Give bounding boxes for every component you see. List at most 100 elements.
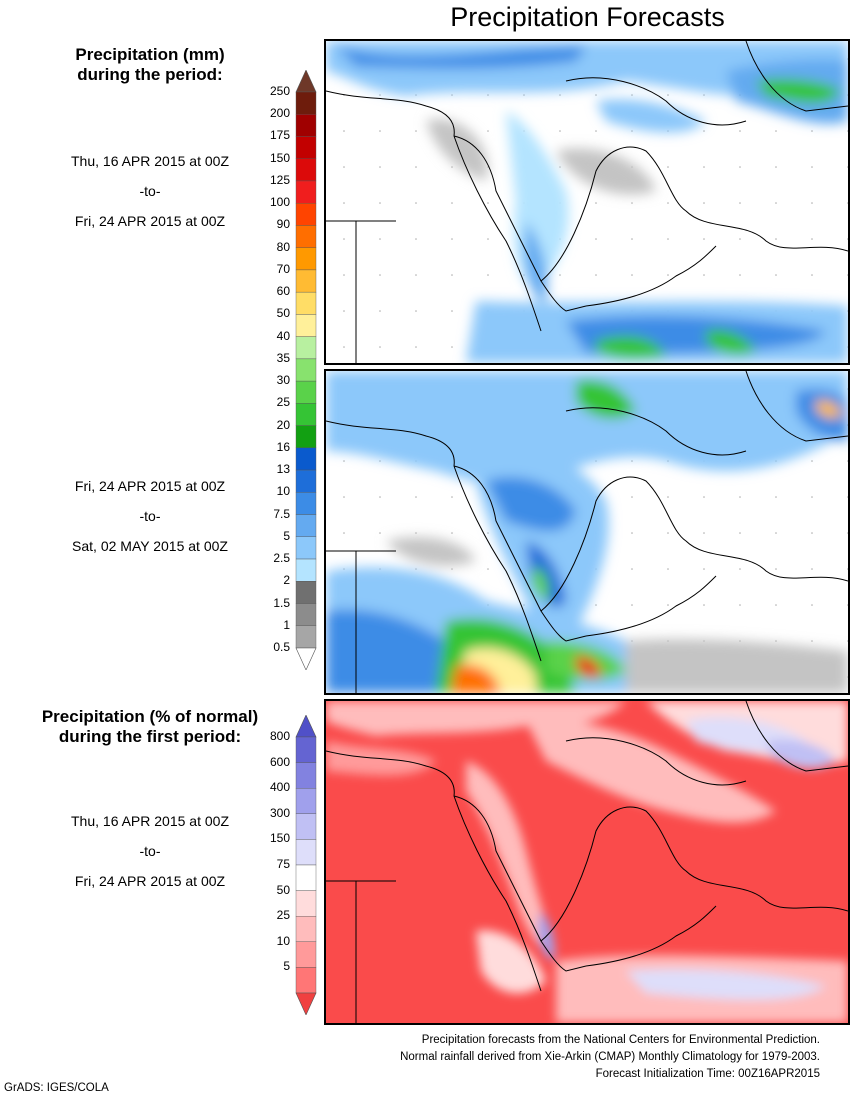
mm-tick-label: 7.5 (273, 506, 290, 521)
pct-tick-label: 400 (269, 780, 290, 795)
mm-tick-label: 250 (269, 84, 290, 98)
mm-swatch (295, 91, 317, 115)
precip-field-1 (326, 41, 848, 363)
mm-tick-label: 5 (283, 528, 290, 543)
pct-tick-label: 75 (276, 857, 290, 871)
mm-legend-title-line2: during the period: (77, 65, 223, 84)
mm-tick-label: 80 (276, 239, 290, 254)
mm-swatch (295, 247, 317, 271)
coastlines-3 (326, 701, 848, 1023)
period-2-label: Fri, 24 APR 2015 at 00Z -to- Sat, 02 MAY… (0, 471, 300, 561)
mm-tick-label: 25 (276, 395, 290, 410)
mm-swatch (295, 336, 317, 360)
mm-swatch (295, 114, 317, 137)
mm-swatch (295, 536, 317, 560)
footer-line-3: Forecast Initialization Time: 00Z16APR20… (595, 1068, 820, 1080)
pct-swatch (295, 813, 317, 840)
footer-line-1: Precipitation forecasts from the Nationa… (421, 1034, 820, 1046)
mm-swatch (295, 158, 317, 182)
mm-swatch (295, 425, 317, 449)
pct-bottom-arrow (295, 992, 317, 1015)
period-3-sep: -to- (139, 843, 161, 859)
mm-swatch (295, 447, 317, 471)
mm-swatch (295, 180, 317, 204)
mm-top-arrow (295, 70, 317, 93)
mm-swatch (295, 603, 317, 626)
mm-swatch (295, 291, 317, 315)
mm-tick-label: 70 (276, 261, 290, 276)
mm-swatch (295, 380, 317, 404)
pct-colorbar (295, 715, 317, 1015)
period-1-end: Fri, 24 APR 2015 at 00Z (74, 213, 226, 229)
period-3-label: Thu, 16 APR 2015 at 00Z -to- Fri, 24 APR… (0, 806, 300, 896)
pct-swatch (295, 864, 317, 891)
pct-swatch (295, 941, 317, 968)
coastlines-2 (326, 371, 848, 693)
mm-tick-label: 35 (276, 350, 290, 365)
mm-swatch (295, 403, 317, 426)
mm-tick-label: 16 (276, 439, 290, 454)
page-title: Precipitation Forecasts (450, 2, 725, 32)
pct-tick-label: 300 (269, 805, 290, 820)
pct-swatch (295, 762, 317, 789)
map-period-1 (324, 39, 850, 365)
pct-tick-label: 50 (276, 882, 290, 897)
mm-tick-label: 0.5 (273, 640, 290, 654)
mm-tick-label: 20 (276, 417, 290, 432)
mm-tick-label: 40 (276, 328, 290, 343)
mm-tick-label: 125 (269, 172, 290, 187)
pct-top-arrow (295, 715, 317, 738)
pct-swatch (295, 736, 317, 763)
period-1-start: Thu, 16 APR 2015 at 00Z (71, 153, 229, 169)
pct-swatch (295, 890, 317, 917)
pct-swatch (295, 967, 317, 994)
map-period-2 (324, 369, 850, 695)
pct-tick-label: 150 (269, 831, 290, 846)
mm-swatch (295, 225, 317, 248)
grads-credit: GrADS: IGES/COLA (4, 1082, 109, 1094)
mm-swatch (295, 492, 317, 515)
pct-tick-label: 25 (276, 908, 290, 923)
period-2-end: Sat, 02 MAY 2015 at 00Z (72, 538, 228, 554)
coastlines-1 (326, 41, 848, 363)
period-1-sep: -to- (139, 183, 161, 199)
period-2-sep: -to- (139, 508, 161, 524)
mm-tick-label: 10 (276, 484, 290, 499)
mm-tick-label: 50 (276, 306, 290, 321)
mm-bottom-arrow (295, 647, 317, 670)
percent-field (326, 701, 848, 1023)
mm-swatch (295, 625, 317, 649)
mm-swatch (295, 136, 317, 159)
mm-tick-label: 175 (269, 128, 290, 143)
mm-tick-label: 1 (283, 617, 290, 632)
mm-tick-label: 30 (276, 373, 290, 388)
mm-colorbar-ticks: 250 200 175 150 125 100 90 80 70 60 50 40 35 30 25 20 16… (240, 70, 290, 670)
footer-line-2: Normal rainfall derived from Xie-Arkin (… (400, 1051, 820, 1063)
footer-notes: Precipitation forecasts from the Nationa… (400, 1032, 820, 1083)
period-1-label: Thu, 16 APR 2015 at 00Z -to- Fri, 24 APR… (0, 146, 300, 236)
mm-tick-label: 100 (269, 195, 290, 210)
pct-swatch (295, 839, 317, 866)
pct-tick-label: 600 (269, 754, 290, 769)
mm-swatch (295, 202, 317, 226)
pct-swatch (295, 787, 317, 814)
map-percent-normal (324, 699, 850, 1025)
mm-swatch (295, 269, 317, 293)
pct-tick-label: 5 (283, 959, 290, 974)
mm-swatch (295, 514, 317, 537)
pct-swatch (295, 915, 317, 942)
mm-legend-title: Precipitation (mm) during the period: (0, 45, 300, 85)
mm-swatch (295, 314, 317, 337)
period-3-end: Fri, 24 APR 2015 at 00Z (74, 873, 226, 889)
pct-legend-title: Precipitation (% of normal) during the f… (0, 707, 300, 747)
pct-colorbar-ticks: 800 600 400 300 150 75 50 25 10 5 (240, 715, 290, 1015)
mm-tick-label: 60 (276, 284, 290, 299)
pct-legend-title-line2: during the first period: (58, 727, 242, 746)
pct-tick-label: 10 (276, 933, 290, 948)
mm-colorbar (295, 70, 317, 670)
mm-swatch (295, 358, 317, 382)
period-3-start: Thu, 16 APR 2015 at 00Z (71, 813, 229, 829)
mm-tick-label: 90 (276, 217, 290, 232)
mm-tick-label: 2 (283, 573, 290, 588)
mm-swatch (295, 558, 317, 582)
